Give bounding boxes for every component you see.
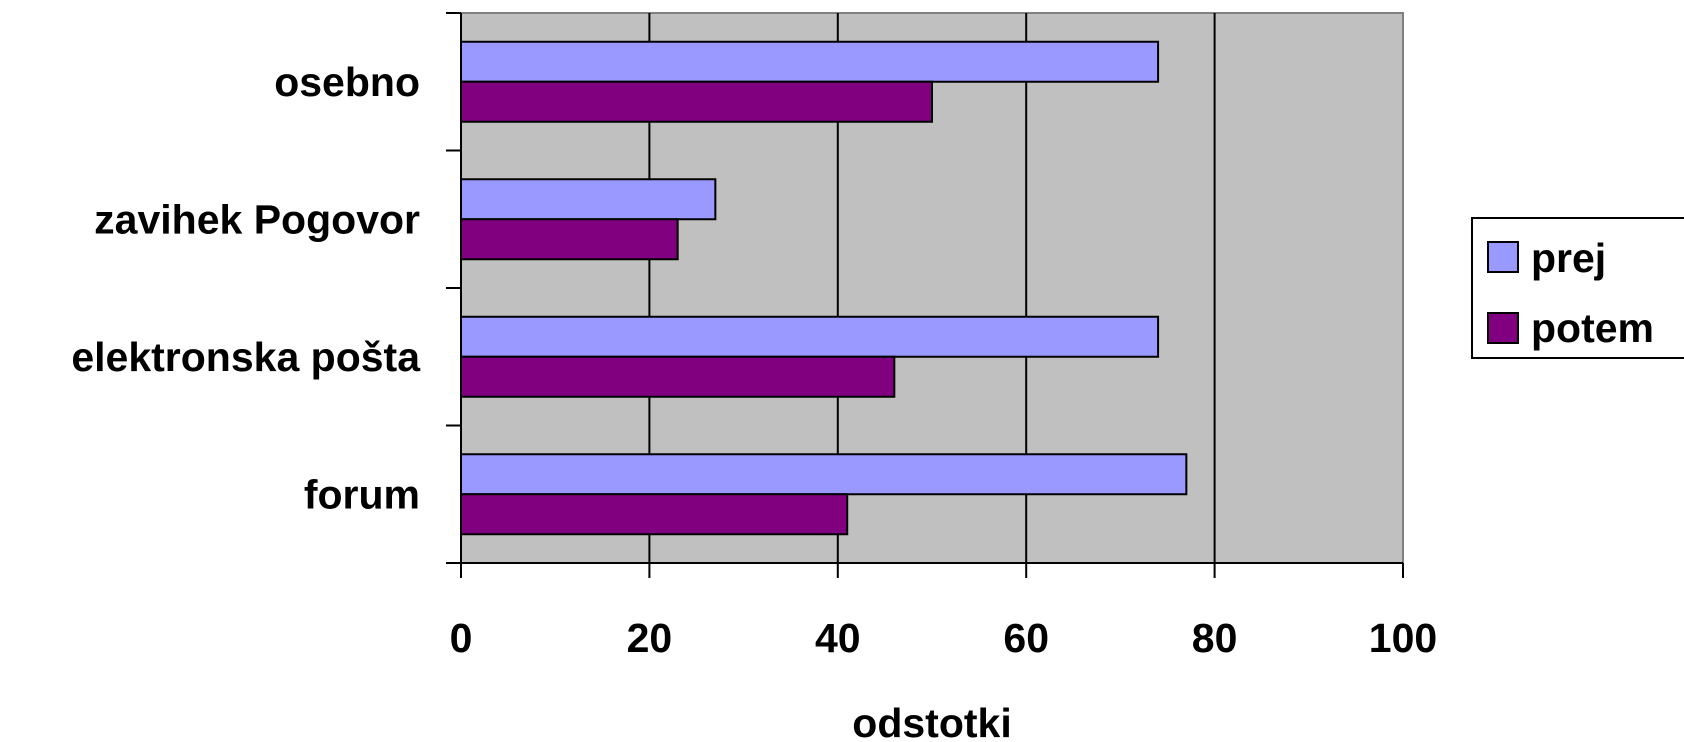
legend: prej potem [1471,217,1684,359]
x-tick-label-80: 80 [1192,615,1238,661]
legend-swatch-potem [1487,312,1519,344]
bars [460,40,1188,536]
x-tick-label-100: 100 [1369,615,1437,661]
x-tick-label-40: 40 [815,615,861,661]
bar-potem-zavihek-pogovor [460,218,679,261]
x-tick-label-60: 60 [1003,615,1049,661]
bar-prej-forum [460,453,1188,496]
bar-potem-osebno [460,80,933,123]
bar-prej-zavihek-pogovor [460,178,717,221]
bar-prej-elektronska-posta [460,315,1160,358]
category-label-forum: forum [304,471,420,517]
x-tick-label-0: 0 [450,615,473,661]
category-label-elektronska-posta: elektronska pošta [71,334,421,380]
category-label-osebno: osebno [274,59,420,105]
x-tick-label-20: 20 [627,615,673,661]
tick-labels: 0 20 40 60 80 100 [450,615,1438,661]
bar-potem-forum [460,493,849,536]
legend-label-potem: potem [1531,305,1654,351]
legend-swatch-prej [1487,241,1519,273]
axes [446,12,1404,578]
x-axis-title: odstotki [852,700,1011,742]
legend-label-prej: prej [1531,235,1606,281]
category-labels: osebno zavihek Pogovor elektronska pošta fo… [71,59,421,518]
category-label-zavihek-pogovor: zavihek Pogovor [94,196,420,242]
bar-prej-osebno [460,40,1160,83]
bar-potem-elektronska-posta [460,355,896,398]
